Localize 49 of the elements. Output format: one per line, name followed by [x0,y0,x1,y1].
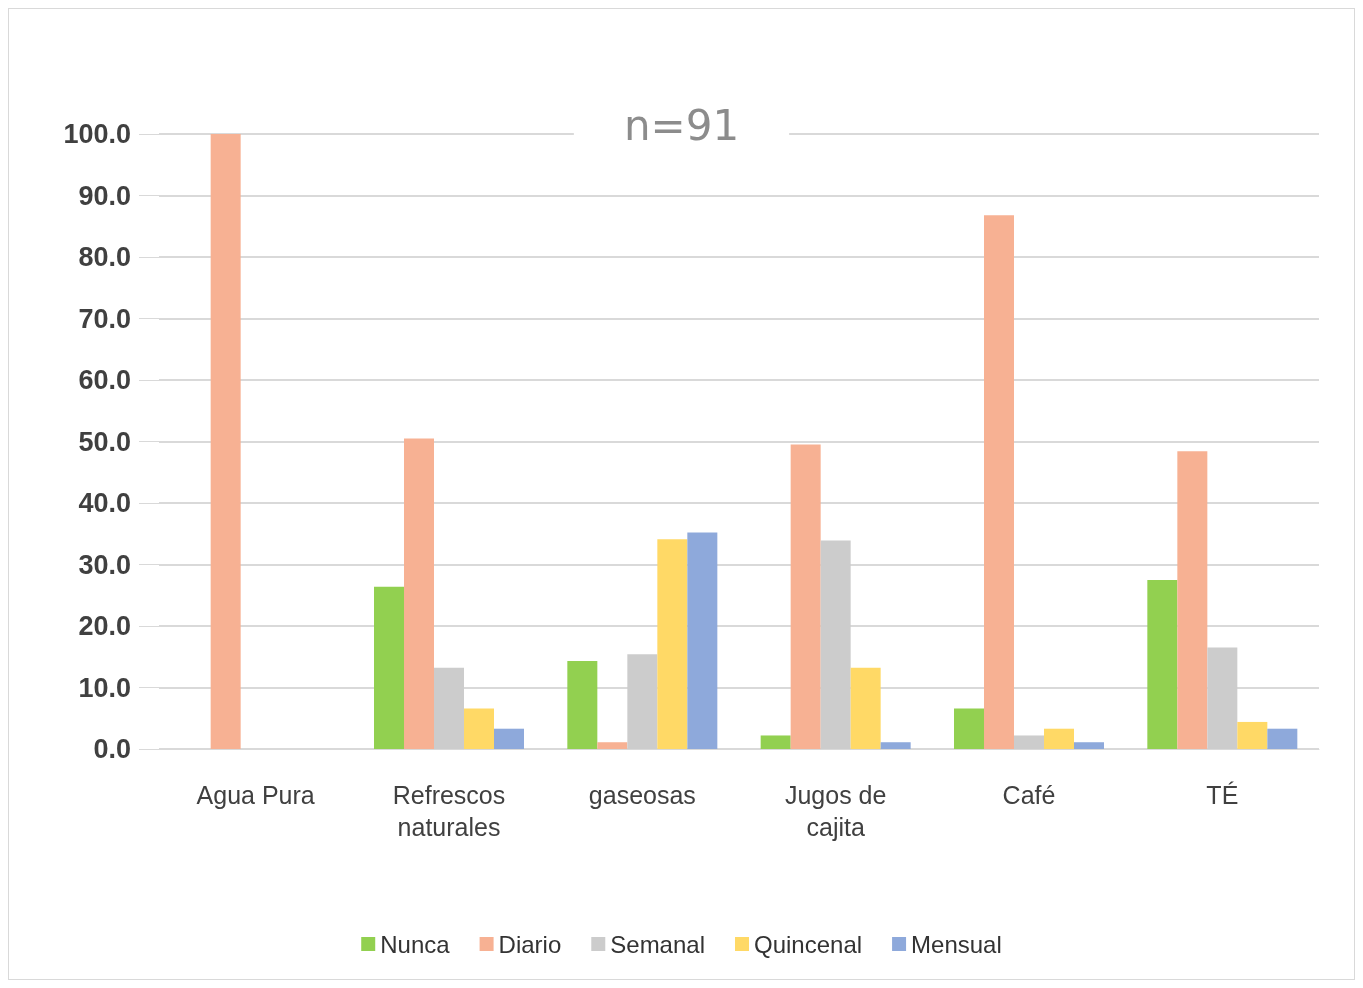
bar [1177,451,1208,749]
bar [954,708,984,749]
bar [1237,721,1268,749]
bar [984,215,1014,749]
bar [464,708,494,749]
bar [1014,735,1044,749]
x-tick-label: gaseosas [588,781,696,809]
legend-label: Nunca [380,930,451,958]
bar [1074,742,1104,749]
bar [1147,579,1178,749]
bar [657,539,688,749]
x-tick-label: Refrescos naturales [392,781,506,841]
y-tick-label: 30.0 [78,549,131,580]
bar [820,540,851,749]
bar [597,742,628,749]
bar [687,532,718,749]
bar [880,742,911,749]
bar [1267,728,1298,749]
x-tick-label: Agua Pura [196,781,315,809]
bar [850,667,881,749]
bar [434,667,464,749]
y-tick-label: 80.0 [78,242,131,272]
y-tick-label: 60.0 [78,365,131,395]
legend-label: Semanal [610,930,706,958]
bar [374,586,404,749]
chart-title: n=91 [623,100,740,150]
x-tick-label: Jugos de cajita [784,781,887,841]
y-tick-label: 20.0 [78,611,131,641]
y-tick-label: 90.0 [78,180,131,211]
bar [1044,728,1074,749]
y-tick-label: 0.0 [93,734,131,764]
x-tick-label: TÉ [1206,781,1239,809]
bar [210,134,241,749]
bar [404,438,434,749]
y-tick-label: 10.0 [78,672,131,703]
bar [760,735,791,749]
y-tick-label: 50.0 [78,426,131,457]
bar [627,654,658,749]
y-tick-label: 100.0 [63,119,131,149]
legend-label: Mensual [911,930,1002,958]
bar [790,444,821,749]
x-tick-label: Café [1002,781,1056,809]
y-tick-label: 40.0 [78,488,131,518]
y-tick-label: 70.0 [78,303,131,334]
bar [494,728,524,749]
legend-label: Diario [498,930,562,958]
bar [567,661,598,749]
bar [1207,647,1238,749]
legend-label: Quincenal [754,930,863,958]
